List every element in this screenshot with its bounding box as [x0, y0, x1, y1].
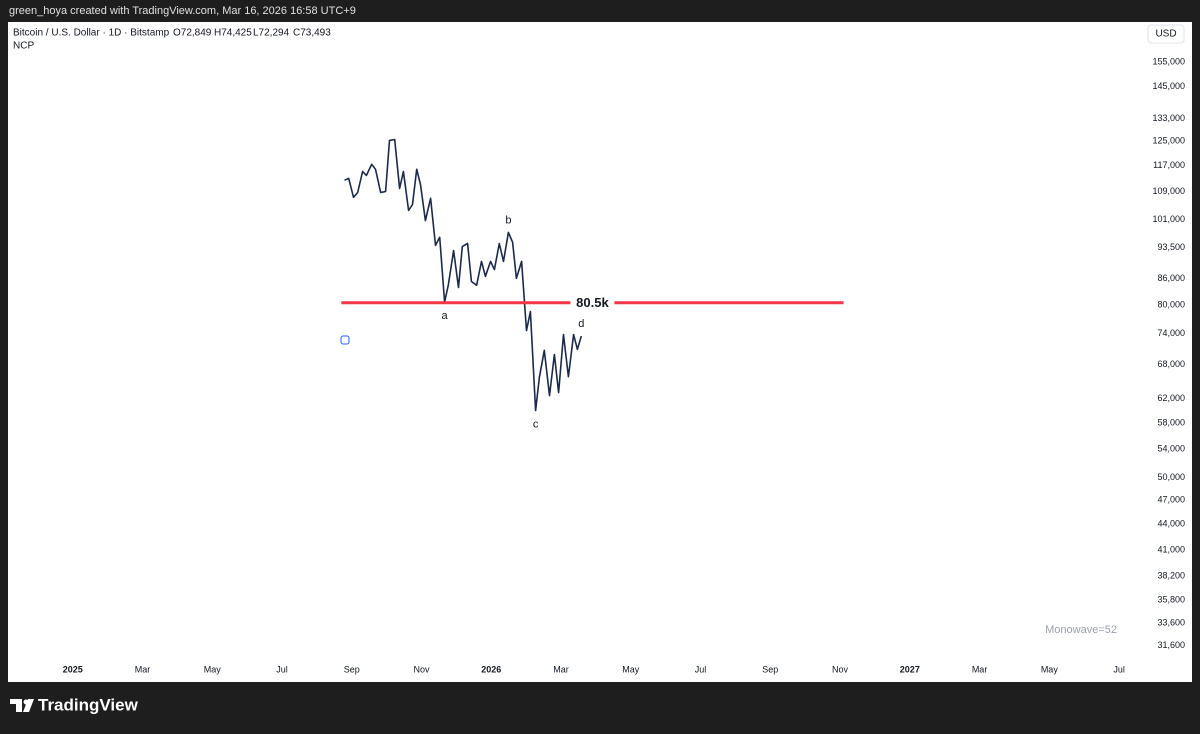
x-tick-label: Nov [414, 664, 431, 674]
wave-label: d [578, 318, 584, 330]
y-tick-label: 31,600 [1157, 640, 1185, 650]
indicator: NCP [13, 41, 34, 52]
hline-label: 80.5k [576, 295, 609, 310]
currency-box[interactable] [1147, 24, 1185, 44]
y-tick-label: 35,800 [1157, 594, 1185, 604]
x-tick-label: May [1041, 664, 1059, 674]
x-tick-label: Nov [832, 664, 849, 674]
x-tick-label: 2025 [63, 664, 83, 674]
x-tick-label: Mar [135, 664, 151, 674]
y-tick-label: 155,000 [1152, 57, 1185, 67]
y-tick-label: 58,000 [1157, 417, 1185, 427]
y-tick-label: 125,000 [1152, 136, 1185, 146]
y-tick-label: 47,000 [1157, 495, 1185, 505]
x-tick-label: May [204, 664, 222, 674]
y-tick-label: 117,000 [1153, 160, 1185, 170]
x-tick-label: 2026 [481, 664, 501, 674]
x-tick-label: Mar [972, 664, 988, 674]
x-tick-label: Jul [1113, 664, 1125, 674]
ohlc-close: C73,493 [293, 28, 331, 39]
brand-logo [10, 699, 34, 712]
y-tick-label: 54,000 [1157, 444, 1185, 454]
y-tick-label: 44,000 [1157, 519, 1185, 529]
y-tick-label: 62,000 [1157, 393, 1185, 403]
y-tick-label: 93,500 [1157, 242, 1185, 252]
x-tick-label: May [622, 664, 640, 674]
x-tick-label: 2027 [900, 664, 920, 674]
x-tick-label: Sep [762, 664, 778, 674]
x-tick-label: Mar [553, 664, 569, 674]
y-tick-label: 80,000 [1157, 299, 1185, 309]
y-tick-label: 145,000 [1152, 81, 1185, 91]
x-tick-label: Sep [344, 664, 360, 674]
object-icon[interactable] [340, 335, 350, 345]
ohlc-low: L72,294 [253, 28, 290, 39]
hline-label-bg [570, 294, 615, 311]
ohlc-high: H74,425 [214, 28, 252, 39]
wave-label: a [441, 310, 448, 322]
x-tick-label: Jul [695, 664, 707, 674]
symbol: Bitcoin / U.S. Dollar · 1D · Bitstamp [13, 28, 170, 39]
y-tick-label: 33,600 [1157, 618, 1185, 628]
y-tick-label: 41,000 [1157, 545, 1185, 555]
y-tick-label: 133,000 [1152, 113, 1185, 123]
ohlc-open: O72,849 [173, 28, 212, 39]
y-tick-label: 101,000 [1152, 214, 1185, 224]
currency[interactable]: USD [1155, 29, 1176, 40]
y-tick-label: 38,200 [1157, 571, 1185, 581]
watermark: Monowave=52 [1045, 624, 1117, 636]
y-tick-label: 68,000 [1157, 359, 1185, 369]
price-line [344, 138, 583, 412]
y-tick-label: 86,000 [1157, 273, 1185, 283]
logo-dot [23, 699, 29, 705]
x-tick-label: Jul [276, 664, 288, 674]
wave-label: b [505, 214, 511, 226]
attribution: green_hoya created with TradingView.com,… [9, 5, 356, 17]
y-tick-label: 74,000 [1157, 328, 1185, 338]
y-tick-label: 109,000 [1152, 186, 1185, 196]
y-tick-label: 50,000 [1157, 472, 1185, 482]
brand: TradingView [38, 695, 139, 714]
chart-area [8, 22, 1192, 682]
wave-label: c [533, 418, 539, 430]
